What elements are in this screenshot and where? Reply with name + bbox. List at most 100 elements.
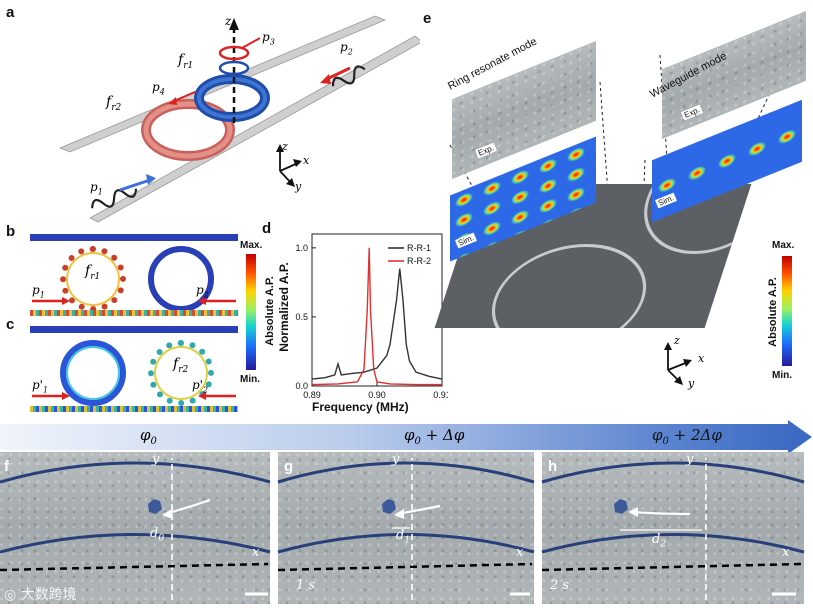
colorbar-right-title: Absolute A.P.: [767, 277, 779, 347]
panel-c-label-p1: p'1: [32, 378, 48, 394]
panel-b-label-p2: p2: [196, 283, 209, 299]
panel-h-d-main: d: [652, 532, 661, 547]
panel-c-ring-left: [60, 340, 126, 406]
chart-d-ytick-label: 1.0: [295, 243, 308, 253]
panel-label-a: a: [6, 4, 15, 21]
panel-c-p2-main: p': [192, 378, 203, 392]
panel-c-p2-sub: 2: [202, 385, 209, 395]
label-p2-a-sub: 2: [347, 47, 353, 57]
fgh-overlay: [0, 458, 805, 600]
panel-label-d: d: [262, 220, 272, 237]
panel-g-y-label: y: [392, 452, 400, 467]
panel-c-bottom-waveguide: [30, 406, 238, 412]
label-p2-a: p2: [340, 40, 353, 56]
panel-b-ring-fr1: [60, 246, 126, 312]
chart-d-xtick-label: 0.89: [303, 390, 321, 400]
label-p4-sub: 4: [159, 87, 165, 97]
chart-d-series-r-r-2: [311, 247, 442, 386]
panel-c-p1-sub: 1: [42, 385, 49, 395]
chart-d-xlabel: Frequency (MHz): [312, 400, 409, 414]
watermark-icon: ◎: [4, 587, 21, 603]
panel-c-fr2-sub: r2: [178, 364, 189, 375]
panel-b-label-p1: p1: [32, 283, 45, 299]
panel-c-arrows: [32, 392, 236, 400]
panel-label-b: b: [6, 223, 16, 240]
phase-right-rest: + 2Δφ: [668, 426, 722, 444]
panel-f-texture: [0, 452, 270, 604]
label-fr2: fr2: [106, 94, 121, 113]
panel-f-y-label: y: [152, 452, 160, 467]
panel-h-texture: [542, 452, 804, 604]
label-fr1-main: f: [178, 52, 184, 68]
panel-g-time: 1 s: [296, 578, 316, 593]
panel-c-label-fr2: fr2: [173, 356, 188, 375]
axis-z-label-a: z: [225, 14, 232, 28]
chart-d: 0.89 0.90 0.91 0.0 0.5 1.0 R-R-1 R-R-2: [295, 233, 448, 400]
panel-b-p1-main: p: [32, 283, 40, 297]
panel-g-d-label: d1: [396, 528, 410, 546]
panel-f-image: [0, 452, 270, 604]
panel-label-e: e: [423, 10, 432, 27]
colorbar-left: [246, 254, 256, 370]
chart-d-xtick-label: 0.91: [433, 390, 448, 400]
panel-h-d-sub: 2: [660, 539, 667, 550]
panel-g-x-label: x: [516, 545, 524, 560]
phase-left-main: φ: [140, 426, 151, 444]
panel-h-time: 2 s: [550, 578, 570, 593]
label-p2-a-main: p: [340, 40, 348, 54]
label-fr1: fr1: [178, 52, 193, 71]
panel-label-h: h: [548, 458, 558, 475]
label-p3-main: p: [262, 30, 270, 44]
panel-e-axes: [664, 342, 692, 385]
phase-label-right: φ0 + 2Δφ: [652, 426, 722, 447]
wave-p1: [91, 188, 138, 209]
label-p3: p3: [262, 30, 275, 46]
label-p3-sub: 3: [269, 37, 275, 47]
label-fr2-sub: r2: [111, 102, 122, 113]
panel-f-d-main: d: [150, 526, 159, 541]
panel-f-x-label: x: [252, 545, 260, 560]
label-p1-a: p1: [90, 180, 103, 196]
watermark-text: 大数跨境: [20, 587, 77, 603]
panel-b-fr1-sub: r1: [90, 271, 101, 282]
panel-b-p2-sub: 2: [203, 290, 209, 300]
panel-c-p1-main: p': [32, 378, 43, 392]
phase-gradient-bar: [0, 424, 790, 450]
phase-label-left: φ0: [140, 426, 157, 447]
colorbar-right-min: Min.: [772, 370, 792, 381]
colorbar-right-max: Max.: [772, 240, 795, 251]
waveguide-bottom: [89, 35, 420, 223]
panel-c-ring-fr2: [148, 340, 214, 406]
panel-h-image: [542, 452, 804, 604]
colorbar-right: [782, 256, 792, 366]
label-p4-main: p: [152, 80, 160, 94]
chart-d-legend-label: R-R-2: [407, 256, 431, 266]
coord-z-label-a: z: [282, 140, 288, 153]
phase-mid-sub: 0: [414, 436, 421, 447]
panel-f-d-sub: 0: [158, 533, 165, 544]
watermark: ◎ 大数跨境: [4, 584, 77, 604]
label-p1-a-sub: 1: [97, 187, 103, 197]
panel-b-p1-sub: 1: [39, 290, 45, 300]
panel-e-y-label: y: [688, 377, 695, 390]
panel-label-c: c: [6, 316, 15, 333]
chart-d-ytick-label: 0.5: [295, 312, 308, 322]
panel-a-schematic: [58, 15, 420, 223]
panel-b-bottom-waveguide: [30, 310, 238, 316]
phase-bar-arrowhead: [788, 420, 812, 454]
colorbar-left-min: Min.: [240, 374, 260, 385]
panel-label-g: g: [284, 458, 294, 475]
panel-b-p2-main: p: [196, 283, 204, 297]
panel-h-y-label: y: [686, 452, 694, 467]
panel-h-x-label: x: [782, 545, 790, 560]
panel-g-d-sub: 1: [404, 535, 411, 546]
panel-b-top-waveguide: [30, 234, 238, 241]
panel-h-d-label: d2: [652, 532, 666, 550]
panel-b-label-fr1: fr1: [85, 263, 100, 282]
chart-d-ytick-label: 0.0: [295, 381, 308, 391]
colorbar-left-max: Max.: [240, 240, 263, 251]
phase-label-mid: φ0 + Δφ: [404, 426, 464, 447]
panel-c-label-p2: p'2: [192, 378, 208, 394]
panel-e-z-label: z: [674, 334, 680, 347]
phase-left-sub: 0: [150, 436, 157, 447]
